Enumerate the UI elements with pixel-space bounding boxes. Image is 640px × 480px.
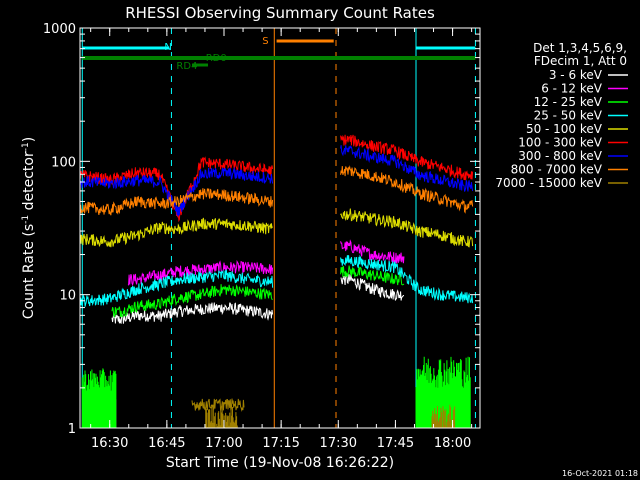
x-tick-label: 18:00 <box>434 436 471 451</box>
series-line <box>340 145 474 192</box>
series-noise <box>415 356 471 428</box>
x-axis-label: Start Time (19-Nov-08 16:26:22) <box>166 455 394 471</box>
x-tick-label: 16:45 <box>148 436 185 451</box>
x-tick-label: 17:00 <box>205 436 242 451</box>
legend-label: 25 - 50 keV <box>534 109 603 123</box>
series-line <box>340 208 474 248</box>
x-tick-label: 17:45 <box>377 436 414 451</box>
y-tick-label: 10 <box>59 289 76 304</box>
x-tick-label: 17:15 <box>262 436 299 451</box>
y-tick-label: 1 <box>68 422 76 437</box>
y-tick-label: 1000 <box>43 22 76 37</box>
legend-header-line-2: FDecim 1, Att 0 <box>534 54 627 68</box>
legend-label: 7000 - 15000 keV <box>495 176 602 190</box>
series-line <box>127 259 274 287</box>
legend-label: 50 - 100 keV <box>526 122 603 136</box>
series-line <box>79 217 273 248</box>
plot-frame <box>79 27 481 429</box>
series-line <box>79 269 274 307</box>
legend-header-line-1: Det 1,3,4,5,6,9, <box>533 41 627 55</box>
flag-label-n: N <box>164 42 171 53</box>
y-tick-label: 100 <box>51 155 76 170</box>
series-line <box>191 398 245 412</box>
legend-label: 6 - 12 keV <box>541 82 603 96</box>
axis-ticks: 16:30 16:45 17:00 17:15 17:30 17:45 18:00 1 10 10… <box>43 22 480 451</box>
legend-label: 12 - 25 keV <box>534 95 603 109</box>
series-line <box>79 188 274 216</box>
series-line <box>340 239 405 264</box>
x-tick-label: 16:30 <box>91 436 128 451</box>
x-tick-label: 17:30 <box>320 436 357 451</box>
y-axis-label: Count Rate (s-1 detector-1) <box>21 137 37 319</box>
chart-title: RHESSI Observing Summary Count Rates <box>125 4 435 22</box>
footer-date: 16-Oct-2021 01:18 <box>562 469 638 478</box>
plot-area: N S RD0 RD4 <box>79 28 476 428</box>
flag-label-s: S <box>262 36 268 47</box>
flag-label-rd4: RD4 <box>176 61 197 72</box>
series-line <box>79 166 274 217</box>
series-line <box>340 165 474 214</box>
legend-label: 3 - 6 keV <box>549 68 603 82</box>
series-line <box>340 265 405 286</box>
flag-label-rd0: RD0 <box>206 53 227 64</box>
legend-label: 300 - 800 keV <box>518 149 602 163</box>
legend-label: 800 - 7000 keV <box>511 163 603 177</box>
series-line <box>340 134 474 181</box>
legend-label: 100 - 300 keV <box>518 136 602 150</box>
legend: Det 1,3,4,5,6,9, FDecim 1, Att 0 3 - 6 k… <box>495 41 628 190</box>
series-noise <box>81 368 117 428</box>
series-line <box>111 302 274 324</box>
series-line <box>340 254 474 304</box>
series-line <box>111 284 273 319</box>
